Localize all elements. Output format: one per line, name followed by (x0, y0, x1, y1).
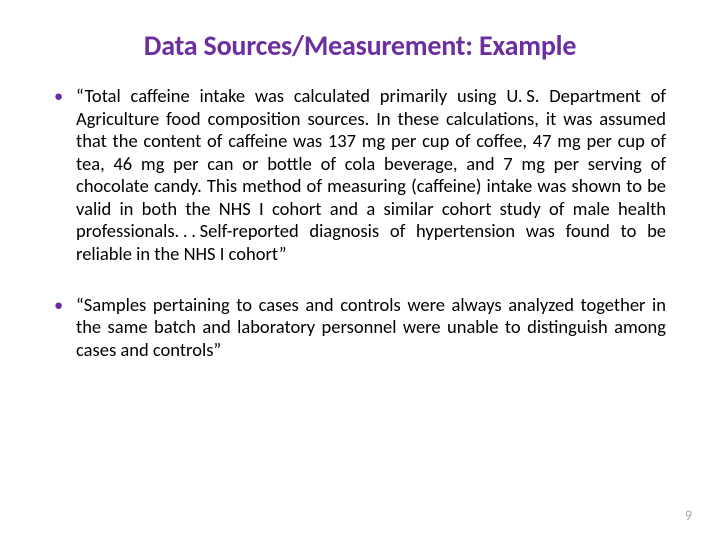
slide-container: Data Sources/Measurement: Example “Total… (0, 0, 720, 540)
bullet-list: “Total caffeine intake was calculated pr… (54, 85, 666, 361)
bullet-item: “Samples pertaining to cases and control… (76, 294, 666, 362)
bullet-item: “Total caffeine intake was calculated pr… (76, 85, 666, 266)
slide-title: Data Sources/Measurement: Example (54, 28, 666, 63)
page-number: 9 (685, 507, 692, 524)
